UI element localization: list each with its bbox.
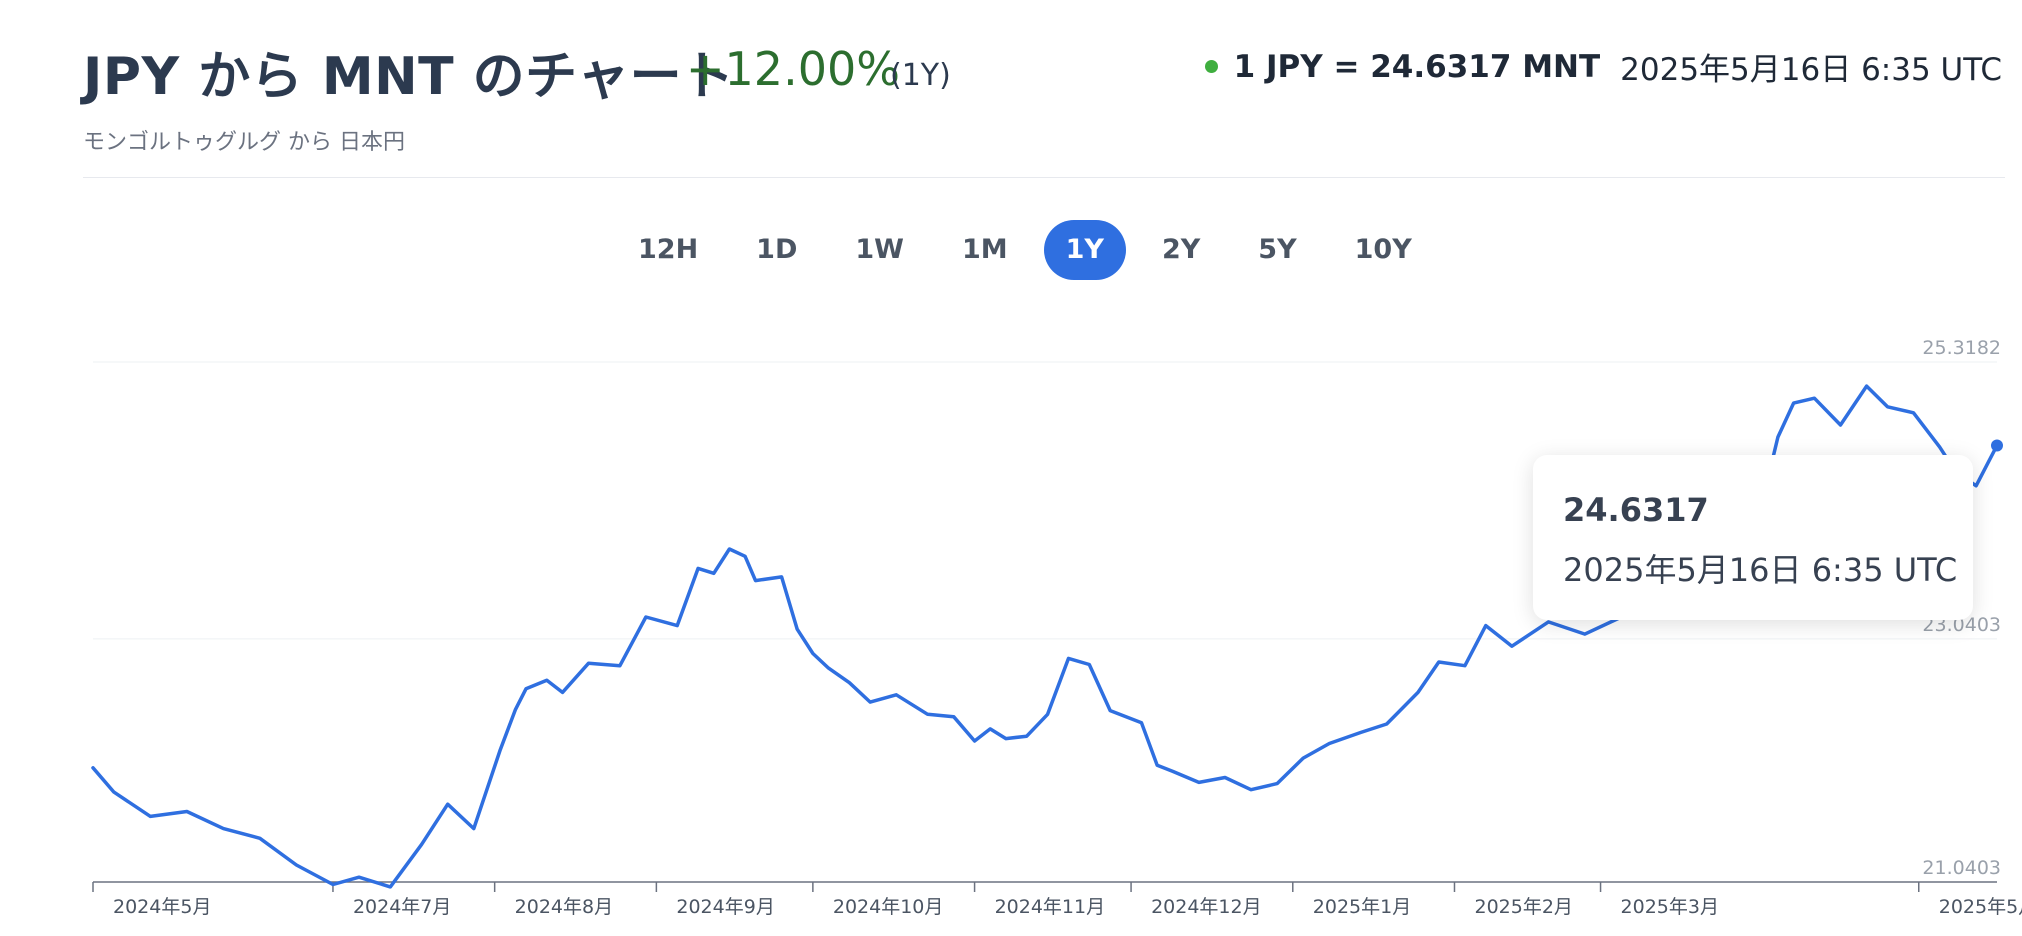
page-subtitle: モンゴルトゥグルグ から 日本円: [83, 130, 405, 155]
range-tabs: 12H 1D 1W 1M 1Y 2Y 5Y 10Y: [616, 220, 1448, 280]
x-tick-label: 2024年5月: [113, 896, 211, 918]
x-tick-label: 2025年1月: [1313, 896, 1411, 918]
tooltip-value: 24.6317: [1563, 491, 1709, 529]
tooltip-timestamp: 2025年5月16日 6:35 UTC: [1563, 551, 1958, 589]
y-tick-label: 21.0403: [1922, 857, 2001, 879]
y-tick-label: 25.3182: [1922, 337, 2001, 359]
page-title: JPY から MNT のチャート: [83, 47, 735, 107]
x-tick-label: 2025年3月: [1621, 896, 1719, 918]
tab-1d[interactable]: 1D: [756, 234, 798, 265]
current-point: [1991, 439, 2003, 452]
change-period: (1Y): [890, 58, 951, 93]
chart-tooltip: 24.6317 2025年5月16日 6:35 UTC: [1533, 455, 1973, 620]
x-tick-label: 2025年2月: [1474, 896, 1572, 918]
tab-5y[interactable]: 5Y: [1258, 234, 1297, 265]
rate-timestamp: 2025年5月16日 6:35 UTC: [1620, 52, 2002, 88]
change-percent: +12.00%: [686, 42, 900, 96]
tab-1m[interactable]: 1M: [961, 234, 1008, 265]
header-divider: [83, 177, 2005, 178]
tab-10y[interactable]: 10Y: [1354, 234, 1412, 265]
current-rate: 1 JPY = 24.6317 MNT 2025年5月16日 6:35 UTC: [1204, 44, 2002, 89]
tab-1w[interactable]: 1W: [855, 234, 904, 265]
tab-12h[interactable]: 12H: [638, 234, 699, 265]
tab-2y[interactable]: 2Y: [1161, 234, 1201, 265]
x-tick-label: 2024年11月: [995, 896, 1106, 918]
x-tick-label: 2024年7月: [353, 896, 451, 918]
rate-value: 1 JPY = 24.6317 MNT: [1233, 48, 1601, 85]
x-tick-label: 2024年9月: [676, 896, 774, 918]
x-tick-label: 2025年5月: [1939, 896, 2022, 918]
x-tick-label: 2024年10月: [833, 896, 944, 918]
tab-1y[interactable]: 1Y: [1043, 220, 1126, 280]
x-tick-label: 2024年12月: [1151, 896, 1262, 918]
live-dot-icon: [1204, 60, 1218, 73]
x-tick-label: 2024年8月: [515, 896, 613, 918]
